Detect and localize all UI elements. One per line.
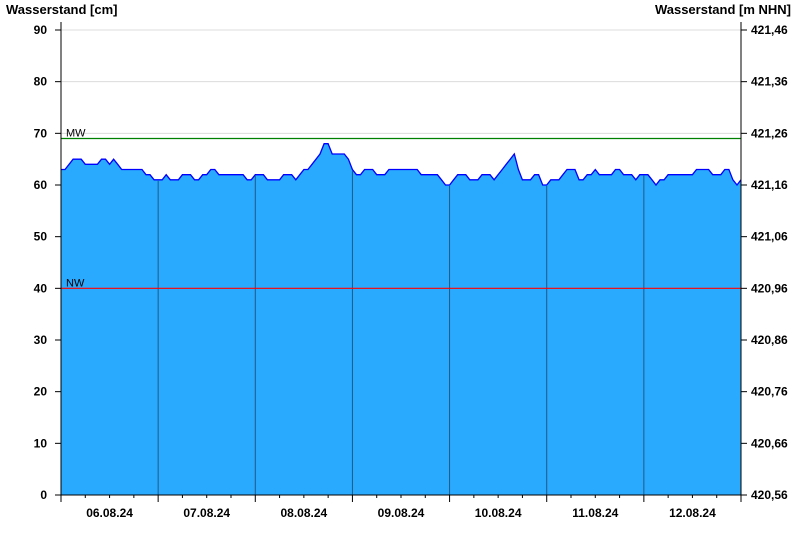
x-tick-label: 08.08.24 xyxy=(280,506,327,520)
left-tick-label: 50 xyxy=(34,230,48,244)
right-tick-label: 421,16 xyxy=(751,178,788,192)
water-level-fill xyxy=(61,143,741,495)
left-tick-label: 40 xyxy=(34,281,48,295)
left-tick-label: 60 xyxy=(34,178,48,192)
day-dividers xyxy=(157,170,645,495)
left-tick-label: 70 xyxy=(34,126,48,140)
right-tick-label: 421,06 xyxy=(751,230,788,244)
series-area xyxy=(61,143,742,495)
left-tick-label: 0 xyxy=(40,488,47,502)
right-tick-label: 421,26 xyxy=(751,126,788,140)
right-tick-label: 420,66 xyxy=(751,436,788,450)
right-tick-label: 420,76 xyxy=(751,385,788,399)
reference-label-nw: NW xyxy=(66,277,85,289)
left-tick-label: 20 xyxy=(34,385,48,399)
water-level-line xyxy=(61,143,742,187)
right-tick-label: 420,56 xyxy=(751,488,788,502)
left-tick-label: 90 xyxy=(34,23,48,37)
reference-lines: MW NW xyxy=(61,128,741,289)
x-tick-label: 07.08.24 xyxy=(183,506,230,520)
left-tick-label: 30 xyxy=(34,333,48,347)
right-tick-label: 420,86 xyxy=(751,333,788,347)
right-axis-title: Wasserstand [m NHN] xyxy=(655,2,791,17)
reference-label-mw: MW xyxy=(66,128,86,140)
right-tick-label: 420,96 xyxy=(751,281,788,295)
right-tick-label: 421,46 xyxy=(751,23,788,37)
left-axis-title: Wasserstand [cm] xyxy=(6,2,118,17)
x-tick-label: 10.08.24 xyxy=(475,506,522,520)
left-tick-label: 10 xyxy=(34,436,48,450)
left-tick-label: 80 xyxy=(34,75,48,89)
x-tick-label: 12.08.24 xyxy=(669,506,716,520)
x-tick-label: 06.08.24 xyxy=(86,506,133,520)
right-tick-label: 421,36 xyxy=(751,75,788,89)
x-tick-label: 11.08.24 xyxy=(572,506,618,520)
axes: 0 420,56 10 420,66 20 420,76 30 420,86 40 420,96 5… xyxy=(34,22,788,520)
x-tick-label: 09.08.24 xyxy=(378,506,425,520)
